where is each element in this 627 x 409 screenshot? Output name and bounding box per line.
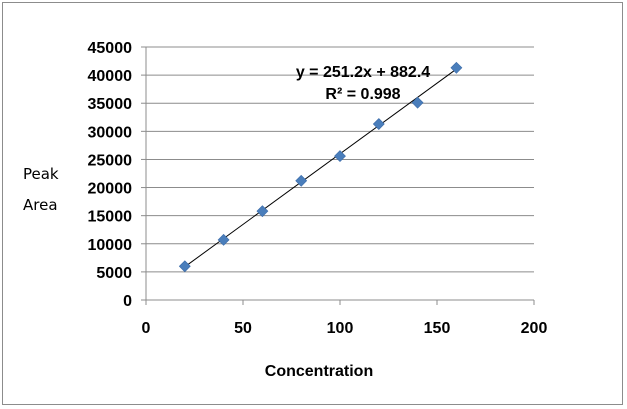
- trendline: [184, 68, 457, 268]
- y-tick-label: 0: [123, 293, 132, 310]
- data-point-diamond: [178, 260, 191, 273]
- data-point-diamond: [256, 205, 269, 218]
- y-tick-label: 25000: [88, 152, 133, 169]
- data-point-diamond: [295, 174, 308, 187]
- data-point-diamond: [411, 96, 424, 109]
- x-tick-label: 50: [234, 320, 252, 337]
- trendline-equation: y = 251.2x + 882.4: [296, 64, 430, 81]
- x-tick-label: 0: [142, 320, 151, 337]
- trendline-group: [184, 68, 457, 268]
- y-tick-label: 10000: [88, 237, 133, 254]
- y-tick-label: 40000: [88, 68, 133, 85]
- data-point-diamond: [217, 233, 230, 246]
- data-point-diamond: [450, 61, 463, 74]
- x-tick-labels: 0 50 100 150 200: [142, 320, 548, 337]
- x-axis-label: Concentration: [265, 363, 373, 380]
- data-points: [178, 61, 463, 273]
- y-tick-label: 45000: [88, 40, 133, 57]
- x-tick-label: 150: [424, 320, 451, 337]
- y-axis-label-line-1: Peak: [23, 165, 59, 183]
- y-tick-label: 15000: [88, 209, 133, 226]
- y-tick-labels: 0 5000 10000 15000 20000 25000 30000 35000 40000…: [88, 40, 133, 310]
- chart-frame: 0 5000 10000 15000 20000 25000 30000 35000 40000…: [2, 2, 623, 405]
- y-tick-label: 30000: [88, 124, 133, 141]
- y-tick-label: 5000: [96, 265, 132, 282]
- scatter-chart: 0 5000 10000 15000 20000 25000 30000 35000 40000…: [23, 40, 548, 380]
- x-tick-label: 100: [327, 320, 354, 337]
- axes: [141, 46, 535, 305]
- r-squared-label: R² = 0.998: [325, 86, 400, 103]
- x-tick-label: 200: [521, 320, 548, 337]
- y-axis-label-line-2: Area: [23, 196, 58, 214]
- y-tick-label: 35000: [88, 96, 133, 113]
- y-tick-label: 20000: [88, 181, 133, 198]
- data-point-diamond: [334, 150, 346, 162]
- data-point-diamond: [372, 118, 385, 130]
